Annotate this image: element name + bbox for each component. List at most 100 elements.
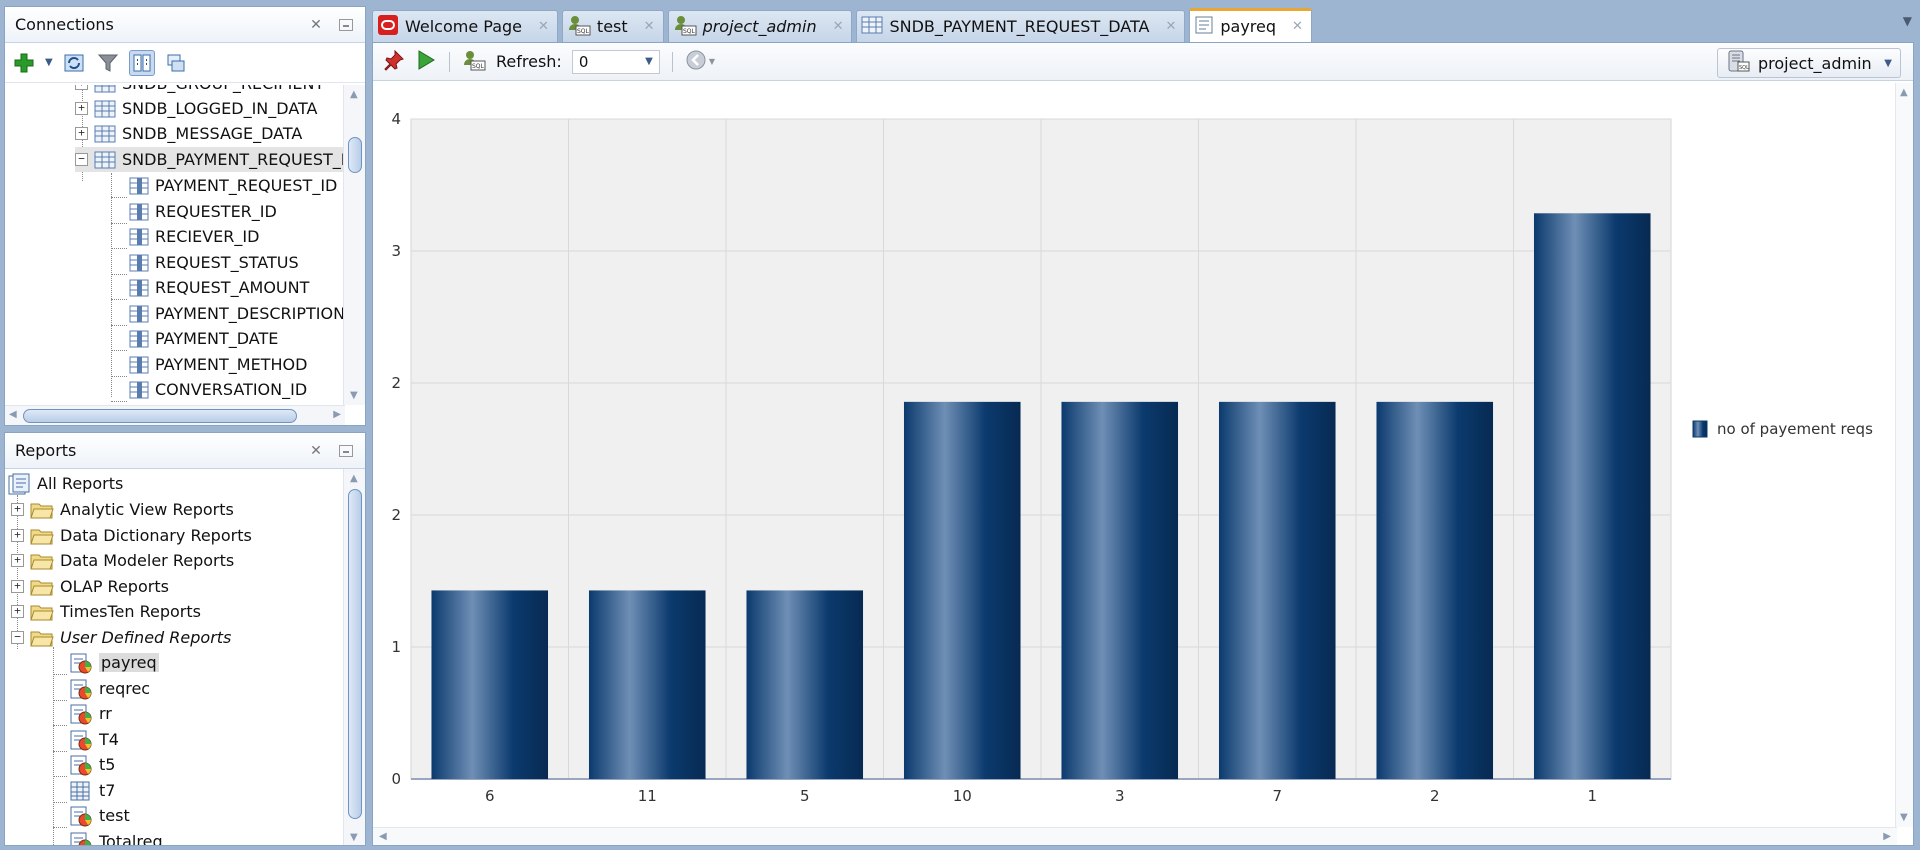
minimize-icon[interactable] xyxy=(337,16,355,34)
column-icon xyxy=(129,177,149,195)
pin-icon[interactable] xyxy=(383,49,405,75)
tree-item-column[interactable]: PAYMENT_REQUEST_ID xyxy=(111,173,337,198)
expand-icon[interactable]: + xyxy=(11,554,24,567)
tab-payreq[interactable]: payreq ✕ xyxy=(1189,8,1312,42)
tab-welcome-page[interactable]: Welcome Page ✕ xyxy=(372,10,558,42)
tree-item-report[interactable]: t5 xyxy=(53,752,115,777)
expand-icon[interactable]: + xyxy=(11,503,24,516)
y-tick-label: 4 xyxy=(391,110,401,128)
connection-select[interactable]: SQL project_admin ▼ xyxy=(1717,48,1901,78)
minimize-icon[interactable] xyxy=(337,442,355,460)
tree-item-table[interactable]: + SNDB_MESSAGE_DATA xyxy=(75,121,302,146)
scroll-thumb[interactable] xyxy=(23,409,297,423)
tree-item-table[interactable]: + SNDB_LOGGED_IN_DATA xyxy=(75,96,318,121)
chart-report-icon xyxy=(69,754,93,776)
bar xyxy=(903,401,1021,779)
tree-item-column[interactable]: RECIEVER_ID xyxy=(111,224,259,249)
tree-item-folder[interactable]: + Data Modeler Reports xyxy=(11,548,234,573)
y-tick-label: 3 xyxy=(391,242,401,260)
tree-item-table[interactable]: + SNDB_GROUP_RECIPIENT xyxy=(75,85,324,96)
tree-item-column[interactable]: REQUEST_STATUS xyxy=(111,250,299,275)
tab-test[interactable]: SQL test ✕ xyxy=(561,10,664,42)
table-icon xyxy=(861,16,883,38)
tab-payment-request-data[interactable]: SNDB_PAYMENT_REQUEST_DATA ✕ xyxy=(856,10,1186,42)
expand-icon[interactable]: + xyxy=(11,529,24,542)
chart-report-icon xyxy=(69,805,93,827)
table-icon xyxy=(94,85,116,93)
connections-vertical-scrollbar[interactable]: ▲ ▼ xyxy=(343,85,365,405)
tree-item-folder[interactable]: + Data Dictionary Reports xyxy=(11,523,252,548)
tree-item-column[interactable]: REQUEST_AMOUNT xyxy=(111,275,309,300)
chart-report-icon xyxy=(69,703,93,725)
close-icon[interactable]: ✕ xyxy=(310,442,322,459)
tree-item-folder[interactable]: − User Defined Reports xyxy=(11,625,231,650)
expand-icon[interactable]: + xyxy=(75,102,88,115)
back-icon[interactable] xyxy=(685,49,707,75)
sql-connection-icon: SQL xyxy=(567,14,591,40)
tree-item-folder[interactable]: + Analytic View Reports xyxy=(11,497,234,522)
bar xyxy=(588,590,706,779)
refresh-icon[interactable] xyxy=(61,50,87,76)
collapse-node-icon[interactable]: − xyxy=(11,631,24,644)
chart-report-icon xyxy=(69,831,93,845)
expand-icon[interactable]: + xyxy=(75,127,88,140)
svg-text:SQL: SQL xyxy=(577,28,590,35)
scroll-thumb[interactable] xyxy=(348,137,362,173)
reports-vertical-scrollbar[interactable]: ▲ ▼ xyxy=(343,469,365,845)
add-connection-icon[interactable] xyxy=(11,50,37,76)
tab-project-admin[interactable]: SQL project_admin ✕ xyxy=(667,10,853,42)
filter-icon[interactable] xyxy=(95,50,121,76)
schema-browser-icon[interactable] xyxy=(128,49,155,76)
tree-item-report[interactable]: t7 xyxy=(53,778,115,803)
tree-item-report[interactable]: payreq xyxy=(53,650,159,675)
tree-item-report[interactable]: rr xyxy=(53,701,112,726)
chart-vertical-scrollbar[interactable]: ▲ ▼ xyxy=(1895,83,1913,827)
sql-connection-icon: SQL xyxy=(673,14,697,40)
folder-icon xyxy=(30,552,54,570)
tree-item-report[interactable]: reqrec xyxy=(53,676,150,701)
tree-item-table[interactable]: − SNDB_PAYMENT_REQUEST_DA xyxy=(75,147,343,172)
connections-horizontal-scrollbar[interactable]: ◀ ▶ xyxy=(5,405,345,425)
expand-icon[interactable]: + xyxy=(11,580,24,593)
tree-item-all-reports[interactable]: All Reports xyxy=(7,471,123,496)
close-icon[interactable]: ✕ xyxy=(832,19,844,34)
tree-item-folder[interactable]: + OLAP Reports xyxy=(11,574,169,599)
close-icon[interactable]: ✕ xyxy=(310,16,322,33)
chevron-down-icon[interactable]: ▼ xyxy=(708,57,715,66)
tree-item-folder[interactable]: + TimesTen Reports xyxy=(11,599,201,624)
editor-tab-bar: Welcome Page ✕ SQL test ✕ SQL project_ad… xyxy=(372,6,1920,42)
tree-item-column[interactable]: PAYMENT_DATE xyxy=(111,326,278,351)
svg-text:SQL: SQL xyxy=(683,28,696,35)
tree-item-column[interactable]: PAYMENT_METHOD xyxy=(111,352,307,377)
tree-item-column[interactable]: PAYMENT_DESCRIPTION xyxy=(111,301,343,326)
close-icon[interactable]: ✕ xyxy=(1165,19,1177,34)
expand-icon[interactable]: + xyxy=(11,605,24,618)
x-tick-label: 2 xyxy=(1430,787,1440,805)
chart-horizontal-scrollbar[interactable]: ◀ ▶ xyxy=(373,827,1897,845)
tree-item-column[interactable]: REQUESTER_ID xyxy=(111,199,277,224)
close-icon[interactable]: ✕ xyxy=(538,19,549,34)
tree-item-report[interactable]: T4 xyxy=(53,727,119,752)
chevron-down-icon: ▼ xyxy=(1884,57,1892,69)
tree-item-column[interactable]: CONVERSATION_ID xyxy=(111,377,307,402)
column-icon xyxy=(129,279,149,297)
chevron-down-icon[interactable]: ▼ xyxy=(45,57,53,68)
tree-item-report[interactable]: test xyxy=(53,803,130,828)
run-icon[interactable] xyxy=(415,49,437,75)
refresh-label: Refresh: xyxy=(496,52,562,71)
column-icon xyxy=(129,228,149,246)
refresh-interval-select[interactable]: 0 ▼ xyxy=(571,49,660,74)
close-icon[interactable]: ✕ xyxy=(1292,19,1303,34)
close-icon[interactable]: ✕ xyxy=(643,19,655,34)
connections-title: Connections xyxy=(15,15,114,34)
expand-icon[interactable]: + xyxy=(75,85,88,90)
scroll-thumb[interactable] xyxy=(348,489,362,819)
tab-list-chevron-icon[interactable]: ▼ xyxy=(1902,14,1912,28)
tab-label: test xyxy=(596,17,628,36)
collapse-node-icon[interactable]: − xyxy=(75,153,88,166)
x-tick-label: 11 xyxy=(638,787,657,805)
tree-item-report[interactable]: Totalreq xyxy=(53,829,163,845)
collapse-icon[interactable] xyxy=(163,50,189,76)
report-editor: SQL Refresh: 0 ▼ ▼ SQL project_admin ▼ 0… xyxy=(372,42,1914,846)
bar xyxy=(1218,401,1336,779)
